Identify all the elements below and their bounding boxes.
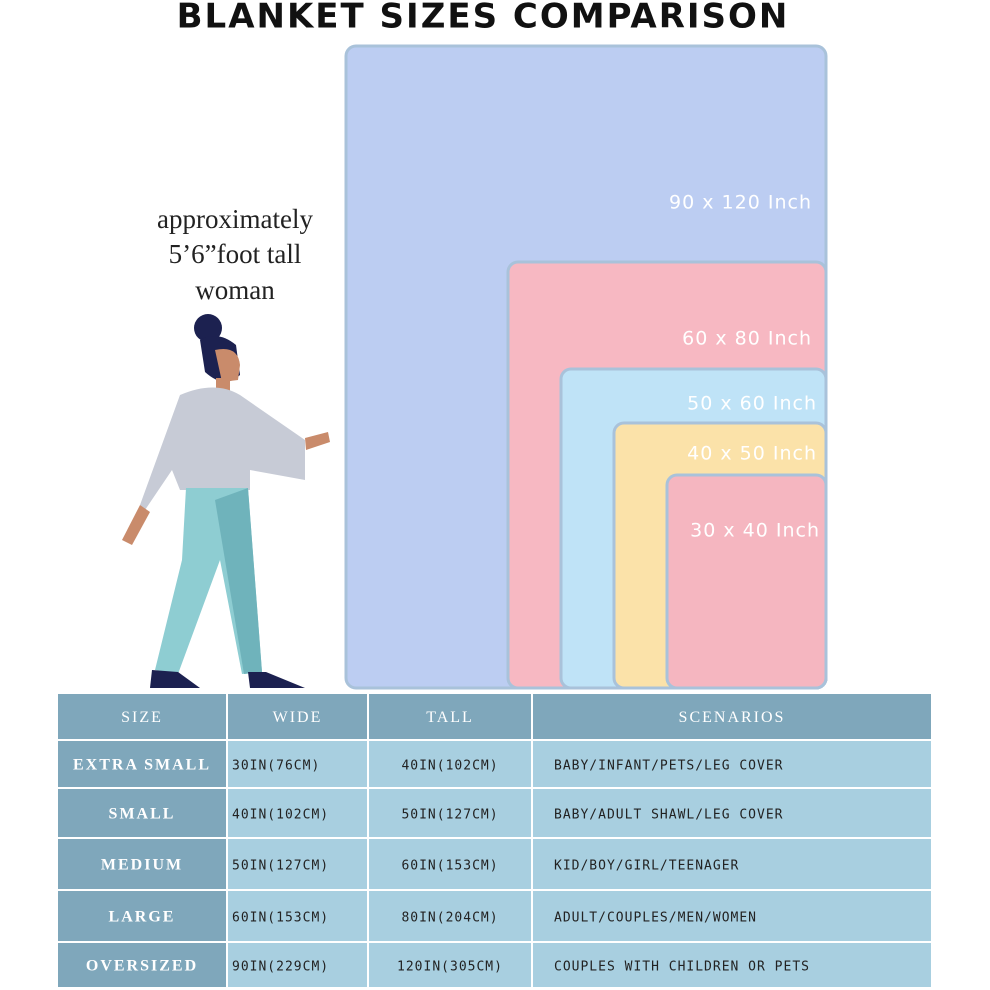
table-cell: [367, 837, 533, 891]
blanket-label: 40 x 50 Inch: [687, 443, 817, 465]
blanket-label: 60 x 80 Inch: [682, 328, 812, 350]
table-cell: [226, 889, 369, 943]
table-text: 120IN(305CM): [397, 960, 503, 975]
table-cell: [226, 739, 369, 789]
table-header: SCENARIOS: [679, 709, 786, 726]
title: BLANKET SIZES COMPARISON: [177, 0, 790, 37]
table-cell: [226, 941, 369, 989]
table-cell: [531, 837, 933, 891]
blanket-label: 90 x 120 Inch: [669, 192, 812, 214]
blanket-30x40: [665, 473, 828, 690]
woman-figure: [122, 314, 330, 688]
table-cell: [226, 787, 369, 839]
table-text: 30IN(76CM): [232, 759, 320, 774]
table-text: 50IN(127CM): [232, 859, 329, 874]
table-cell: [531, 941, 933, 989]
table-cell: [531, 739, 933, 789]
table-text: 40IN(102CM): [401, 759, 498, 774]
table-text: 50IN(127CM): [401, 808, 498, 823]
table-cell: [56, 837, 228, 891]
table-text: EXTRA SMALL: [73, 757, 211, 774]
table-text: COUPLES WITH CHILDREN OR PETS: [554, 960, 810, 975]
caption-line: approximately: [157, 204, 313, 234]
table-header: SIZE: [121, 709, 163, 726]
table-cell: [367, 787, 533, 839]
table-cell: [367, 941, 533, 989]
blanket-label: 50 x 60 Inch: [687, 393, 817, 415]
table-text: 40IN(102CM): [232, 808, 329, 823]
caption-line: 5’6”foot tall: [169, 239, 302, 269]
table-cell: [56, 692, 228, 741]
table-text: 80IN(204CM): [401, 911, 498, 926]
table-text: OVERSIZED: [86, 958, 198, 975]
table-text: SMALL: [109, 806, 176, 823]
table-cell: [367, 889, 533, 943]
size-table: SIZE WIDE TALL SCENARIOS EXTRA SMALL 30IN(76C…: [56, 692, 933, 989]
table-text: 60IN(153CM): [232, 911, 329, 926]
blankets: 90 x 120 Inch 60 x 80 Inch 50 x 60 Inch …: [344, 44, 828, 690]
table-text: BABY/INFANT/PETS/LEG COVER: [554, 759, 784, 774]
table-cell: [531, 692, 933, 741]
table-text: KID/BOY/GIRL/TEENAGER: [554, 859, 739, 874]
table-cell: [56, 739, 228, 789]
table-cell: [531, 787, 933, 839]
blanket-label: 30 x 40 Inch: [690, 520, 820, 542]
table-cell: [56, 941, 228, 989]
table-cell: [226, 837, 369, 891]
table-header: TALL: [426, 709, 474, 726]
table-cell: [531, 889, 933, 943]
table-text: MEDIUM: [101, 857, 183, 874]
caption-line: woman: [195, 275, 275, 305]
table-header: WIDE: [273, 709, 323, 726]
table-text: 60IN(153CM): [401, 859, 498, 874]
table-text: ADULT/COUPLES/MEN/WOMEN: [554, 911, 757, 926]
caption: approximately 5’6”foot tall woman: [157, 204, 313, 305]
table-cell: [367, 692, 533, 741]
table-text: BABY/ADULT SHAWL/LEG COVER: [554, 808, 784, 823]
table-text: 90IN(229CM): [232, 960, 329, 975]
table-text: LARGE: [109, 909, 176, 926]
